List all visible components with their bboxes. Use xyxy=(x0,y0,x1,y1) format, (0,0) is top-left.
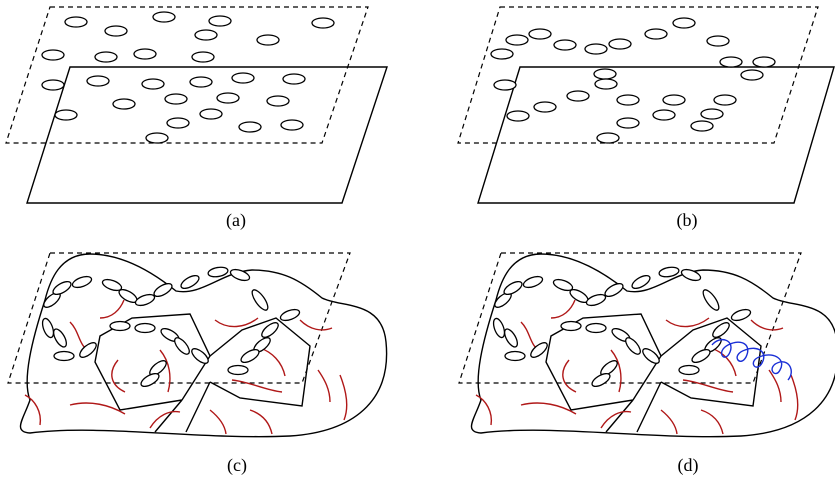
panel-b: (b) xyxy=(458,7,834,231)
panel-a: (a) xyxy=(6,7,387,231)
panel-d: (d) xyxy=(459,253,835,476)
figure: (a) (b) (c) (d) xyxy=(0,0,835,487)
panel-label: (c) xyxy=(227,455,247,476)
panel-label: (a) xyxy=(226,210,246,231)
panel-c: (c) xyxy=(8,253,387,476)
panel-label: (d) xyxy=(678,455,699,476)
panel-label: (b) xyxy=(677,210,698,231)
